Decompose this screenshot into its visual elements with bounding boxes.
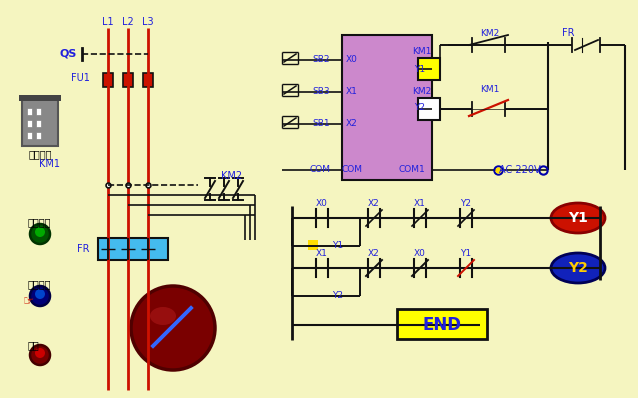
Text: ☞: ☞ (22, 295, 34, 308)
Text: X0: X0 (346, 55, 358, 64)
Bar (308, 240, 318, 250)
Bar (22, 98, 58, 146)
Text: X0: X0 (414, 250, 426, 258)
Ellipse shape (150, 307, 176, 325)
Text: SB2: SB2 (313, 55, 330, 64)
Bar (27, 132, 32, 139)
Text: KM2: KM2 (221, 171, 242, 181)
Bar (36, 120, 41, 127)
Text: KM2: KM2 (480, 29, 500, 37)
Text: 电源开关: 电源开关 (28, 149, 52, 159)
Ellipse shape (30, 224, 50, 244)
Text: KM2: KM2 (412, 88, 432, 96)
Bar (27, 108, 32, 115)
Text: COM1: COM1 (399, 166, 426, 174)
Text: FU1: FU1 (71, 73, 90, 83)
Text: KM1: KM1 (412, 47, 432, 57)
Text: L2: L2 (122, 17, 134, 27)
Text: 停止: 停止 (28, 340, 40, 350)
Bar (143, 73, 153, 87)
Text: Y2: Y2 (461, 199, 471, 209)
Ellipse shape (30, 345, 50, 365)
Text: Y2: Y2 (568, 261, 588, 275)
Ellipse shape (30, 286, 50, 306)
Ellipse shape (35, 289, 45, 299)
Ellipse shape (35, 348, 45, 358)
Bar (98, 238, 168, 260)
Bar (342, 35, 432, 180)
Text: X1: X1 (414, 199, 426, 209)
Bar (418, 98, 440, 120)
Text: X2: X2 (346, 119, 358, 129)
Bar (27, 120, 32, 127)
Text: X1: X1 (316, 250, 328, 258)
Text: L3: L3 (142, 17, 154, 27)
Text: SB3: SB3 (313, 88, 330, 96)
FancyBboxPatch shape (397, 309, 487, 339)
Text: KM1: KM1 (480, 86, 500, 94)
Text: SB1: SB1 (313, 119, 330, 129)
Ellipse shape (551, 253, 605, 283)
Text: X2: X2 (368, 250, 380, 258)
Text: Y1: Y1 (568, 211, 588, 225)
Text: Y2: Y2 (332, 291, 343, 300)
Text: FR: FR (561, 28, 574, 38)
Text: Y2: Y2 (415, 103, 426, 113)
Text: Y1: Y1 (332, 242, 343, 250)
Text: FR: FR (77, 244, 90, 254)
Bar (418, 58, 440, 80)
Text: COM: COM (309, 166, 330, 174)
Text: AC 220V: AC 220V (499, 165, 541, 175)
Text: L1: L1 (102, 17, 114, 27)
Text: Y1: Y1 (415, 66, 426, 74)
Text: X1: X1 (346, 88, 358, 96)
Text: X0: X0 (316, 199, 328, 209)
Text: QS: QS (59, 49, 77, 59)
Ellipse shape (35, 227, 45, 237)
Text: Y1: Y1 (461, 250, 471, 258)
Text: X2: X2 (368, 199, 380, 209)
Bar (103, 73, 113, 87)
Bar (36, 108, 41, 115)
Bar (36, 132, 41, 139)
Text: 正向启动: 正向启动 (28, 217, 52, 227)
Bar (123, 73, 133, 87)
Ellipse shape (131, 286, 215, 370)
Text: END: END (422, 316, 461, 334)
Ellipse shape (551, 203, 605, 233)
Text: COM: COM (341, 166, 362, 174)
Text: 反向启动: 反向启动 (28, 279, 52, 289)
Bar (19, 95, 61, 101)
Text: KM1: KM1 (40, 159, 61, 169)
